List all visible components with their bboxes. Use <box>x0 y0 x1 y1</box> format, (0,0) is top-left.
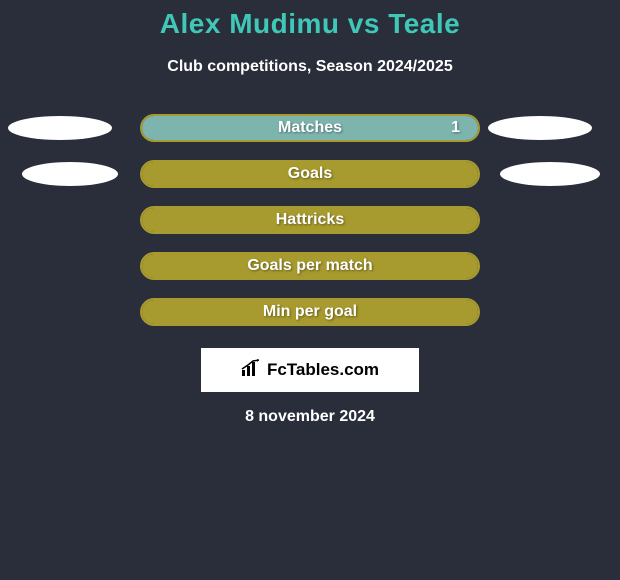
stat-label: Hattricks <box>276 211 344 229</box>
stat-bar: Goals per match <box>140 252 480 280</box>
stat-bar: Matches 1 <box>140 114 480 142</box>
stat-value: 1 <box>451 119 460 137</box>
right-ellipse <box>488 116 592 140</box>
stat-label: Goals per match <box>247 257 372 275</box>
subtitle: Club competitions, Season 2024/2025 <box>167 58 452 76</box>
chart-icon <box>241 359 263 382</box>
stat-row: Goals per match <box>0 252 620 280</box>
stat-bar: Goals <box>140 160 480 188</box>
brand-text: FcTables.com <box>267 360 379 380</box>
stat-rows: Matches 1 Goals Hattricks Goals per match Min… <box>0 114 620 326</box>
stat-label: Matches <box>278 119 342 137</box>
left-ellipse <box>22 162 118 186</box>
stat-label: Min per goal <box>263 303 357 321</box>
stat-row: Hattricks <box>0 206 620 234</box>
stat-bar: Hattricks <box>140 206 480 234</box>
comparison-card: Alex Mudimu vs Teale Club competitions, … <box>0 0 620 426</box>
left-ellipse <box>8 116 112 140</box>
date-label: 8 november 2024 <box>245 408 375 426</box>
stat-label: Goals <box>288 165 332 183</box>
stat-row: Min per goal <box>0 298 620 326</box>
brand-badge: FcTables.com <box>201 348 419 392</box>
right-ellipse <box>500 162 600 186</box>
stat-row: Matches 1 <box>0 114 620 142</box>
stat-bar: Min per goal <box>140 298 480 326</box>
stat-row: Goals <box>0 160 620 188</box>
page-title: Alex Mudimu vs Teale <box>160 8 460 40</box>
